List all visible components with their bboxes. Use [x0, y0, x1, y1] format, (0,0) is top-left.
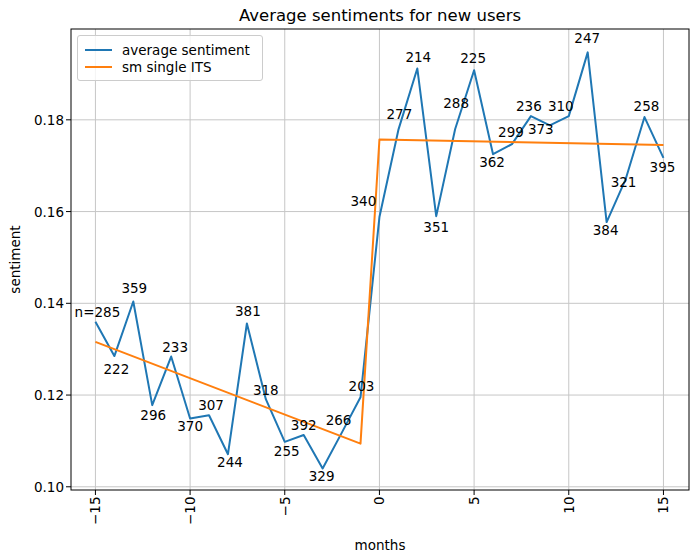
- y-tick-label: 0.10: [34, 479, 64, 495]
- point-annotation: 381: [235, 303, 261, 319]
- point-annotation: n=285: [75, 304, 121, 320]
- point-annotation: 318: [253, 382, 279, 398]
- y-axis-label: sentiment: [7, 200, 24, 320]
- point-annotation: 310: [548, 98, 574, 114]
- point-annotation: 277: [386, 106, 412, 122]
- point-annotation: 395: [650, 159, 676, 175]
- x-tick-label: −5: [277, 497, 293, 517]
- x-tick-label: −10: [182, 497, 198, 526]
- point-annotation: 362: [479, 154, 505, 170]
- y-tick-label: 0.18: [34, 112, 64, 128]
- point-annotation: 225: [460, 50, 486, 66]
- legend-label-sm-single-its: sm single ITS: [122, 59, 212, 75]
- chart-title: Average sentiments for new users: [71, 6, 689, 25]
- x-tick-label: 10: [561, 497, 577, 514]
- point-annotation: 321: [611, 174, 637, 190]
- x-axis-label: months: [71, 537, 689, 553]
- y-tick-label: 0.12: [34, 387, 64, 403]
- legend-label-average-sentiment: average sentiment: [122, 42, 250, 58]
- point-annotation: 288: [443, 95, 469, 111]
- point-annotation: 373: [528, 121, 554, 137]
- point-annotation: 236: [516, 98, 542, 114]
- point-annotation: 203: [349, 378, 375, 394]
- y-tick-label: 0.14: [34, 295, 64, 311]
- point-annotation: 222: [103, 361, 129, 377]
- point-annotation: 329: [309, 468, 335, 484]
- point-annotation: 266: [326, 412, 352, 428]
- point-annotation: 247: [574, 30, 600, 46]
- legend-line-average-sentiment-icon: [85, 49, 112, 51]
- point-annotation: 233: [162, 339, 188, 355]
- point-annotation: 258: [634, 98, 660, 114]
- legend-item-average-sentiment: average sentiment: [85, 41, 254, 59]
- point-annotation: 392: [291, 417, 317, 433]
- point-annotation: 359: [121, 280, 147, 296]
- legend: average sentiment sm single ITS: [77, 35, 263, 81]
- point-annotation: 370: [177, 418, 203, 434]
- x-tick-label: −15: [87, 497, 103, 526]
- x-tick-label: 0: [371, 497, 387, 506]
- legend-line-sm-single-its-icon: [85, 66, 112, 68]
- point-annotation: 214: [405, 49, 431, 65]
- point-annotation: 299: [498, 124, 524, 140]
- point-annotation: 384: [593, 222, 619, 238]
- point-annotation: 255: [274, 443, 300, 459]
- x-tick-label: 5: [466, 497, 482, 506]
- point-annotation: 340: [351, 193, 377, 209]
- y-tick-label: 0.16: [34, 204, 64, 220]
- figure: −15 −10 −5 0 5 10 15 0.10 0.12 0.14 0.16 0.18 n=285 2…: [0, 0, 700, 560]
- point-annotation: 244: [217, 454, 243, 470]
- plot-area: −15 −10 −5 0 5 10 15 0.10 0.12 0.14 0.16 0.18 n=285 2…: [0, 0, 700, 560]
- legend-item-sm-single-its: sm single ITS: [85, 59, 254, 77]
- point-annotation: 307: [198, 397, 224, 413]
- point-annotation: 296: [140, 407, 166, 423]
- point-annotation: 351: [423, 219, 449, 235]
- x-tick-label: 15: [655, 497, 671, 514]
